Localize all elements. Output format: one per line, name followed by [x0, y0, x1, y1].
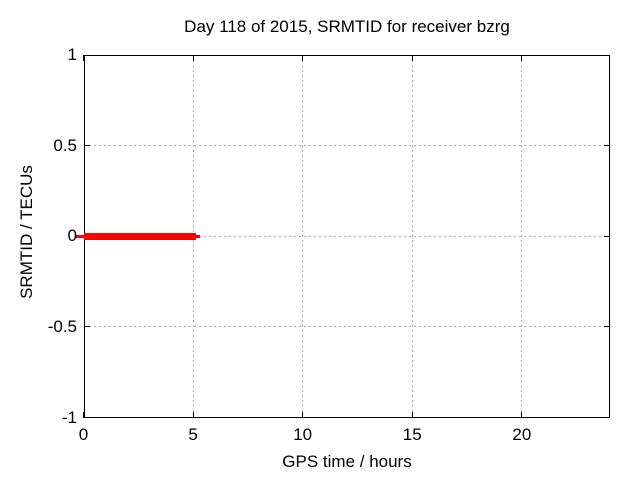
y-tick-label: 1 [67, 45, 77, 64]
y-tick-left [84, 54, 90, 56]
x-tick-bottom [192, 411, 194, 418]
x-tick-top [192, 55, 194, 61]
y-tick-left [84, 145, 90, 147]
y-tick-right [603, 235, 609, 237]
gridline-y-0.5 [83, 145, 610, 147]
x-axis-label: GPS time / hours [282, 452, 412, 471]
gridline-y--0.5 [83, 326, 610, 328]
y-tick-left [84, 326, 90, 328]
y-tick-label: 0.5 [53, 135, 77, 155]
x-tick-top [521, 55, 523, 61]
y-tick-right [603, 326, 609, 328]
x-tick-bottom [411, 411, 413, 418]
x-tick-bottom [302, 411, 304, 418]
y-tick-label: -0.5 [47, 316, 77, 336]
chart-title: Day 118 of 2015, SRMTID for receiver bzr… [184, 17, 510, 36]
y-tick-right [603, 417, 609, 418]
x-tick-top [302, 55, 304, 61]
y-tick-label: 0 [67, 226, 77, 246]
x-tick-label: 15 [402, 425, 422, 444]
y-tick-right [603, 145, 609, 147]
x-tick-bottom [83, 411, 84, 418]
x-tick-label: 0 [78, 425, 89, 444]
x-tick-label: 10 [293, 425, 313, 444]
y-tick-right [603, 54, 609, 56]
x-tick-top [83, 55, 84, 61]
x-tick-label: 20 [512, 425, 532, 444]
x-tick-top [411, 55, 413, 61]
y-tick-label: -1 [61, 407, 77, 427]
y-tick-left [84, 417, 90, 418]
x-tick-bottom [521, 411, 523, 418]
gridline-y-0 [83, 235, 610, 237]
series-srmtid-line [83, 233, 197, 240]
x-tick-label: 5 [188, 425, 198, 444]
